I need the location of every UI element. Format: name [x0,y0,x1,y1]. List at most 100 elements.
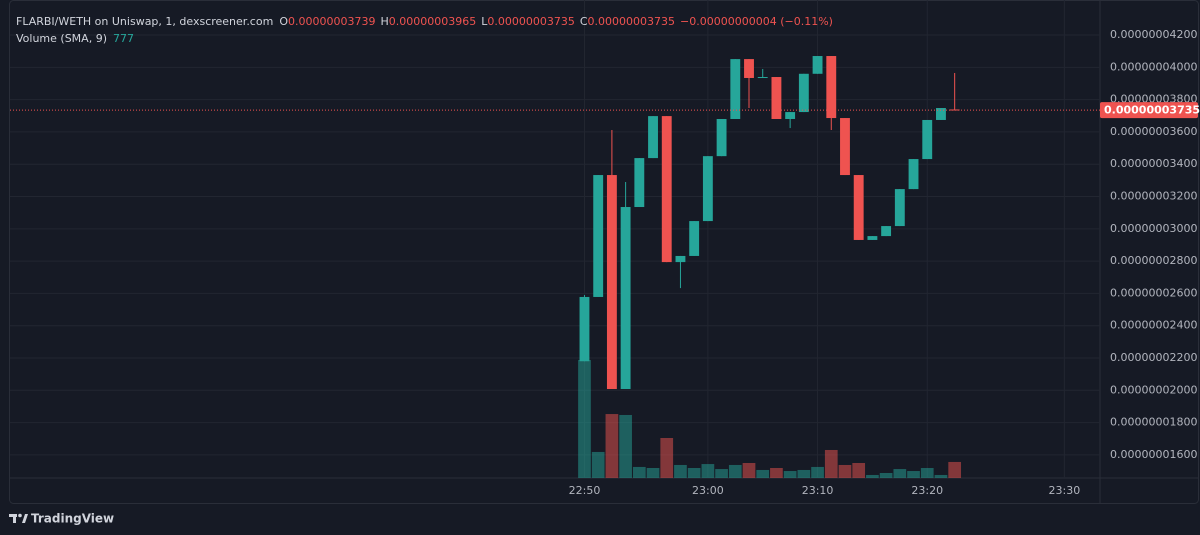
y-tick-label: 0.00000002000 [1110,383,1197,396]
candle-body [620,207,631,390]
x-tick-label: 22:50 [569,484,601,497]
ohlc-label: O [279,15,288,28]
volume-bar [879,473,893,478]
candle-body [812,56,823,74]
y-tick-label: 0.00000002200 [1110,351,1197,364]
ohlc-value: 0.00000003739 [288,15,375,28]
candle-body [853,175,864,240]
volume-bar [783,471,797,478]
candle-body [744,59,754,78]
candle-body [840,118,850,176]
y-tick-label: 0.00000003600 [1110,125,1197,138]
ohlc-value: 0.00000003735 [487,15,574,28]
y-tick-label: 0.00000001600 [1110,448,1197,461]
volume-bar [660,438,674,478]
volume-bar [907,471,920,478]
volume-bar [852,463,866,478]
volume-bar [920,468,934,478]
x-tick-label: 23:10 [802,484,834,497]
ohlc-label: C [580,15,588,28]
candle-body [881,226,892,237]
candle-body [606,175,617,390]
change: −0.00000000004 (−0.11%) [680,15,833,28]
volume-bar [934,474,948,478]
candle-body [894,189,905,227]
candle-body [826,56,837,119]
logo-part [18,513,22,518]
candle-body [593,175,604,297]
candle-body [689,221,700,256]
y-tick-label: 0.00000002800 [1110,254,1197,267]
candle-body [716,119,727,157]
candle-body [949,109,960,111]
candle-body [867,236,878,240]
brand: TradingView [31,512,114,526]
x-tick-label: 23:30 [1049,484,1081,497]
volume-bar [687,468,701,478]
candle-body [936,108,946,120]
candle-body [661,116,672,263]
y-tick-label: 0.00000002400 [1110,319,1197,332]
brand-logo [9,513,28,523]
volume-bar [715,469,728,478]
y-tick-label: 0.00000003400 [1110,157,1197,170]
ohlc-value: 0.00000003735 [588,15,675,28]
y-tick-label: 0.00000003000 [1110,222,1197,235]
volume-bar [605,414,619,478]
candle-body [675,255,686,263]
candle-body [579,296,590,362]
grid [10,0,1100,478]
volume-bar [591,451,605,478]
volume-sma: 777 [113,32,134,45]
candle-body [798,73,809,113]
volume-bar [728,464,742,478]
candle-body [785,112,796,120]
ohlc-value: 0.00000003965 [389,15,476,28]
candle-body [648,116,658,159]
volume-bar [824,449,838,478]
volume-legend: Volume (SMA, 9) 777 [16,32,134,45]
ohlc-label: H [380,15,388,28]
x-tick-label: 23:00 [692,484,724,497]
y-tick-label: 0.00000004000 [1110,60,1197,73]
plot [578,56,962,478]
volume-bar [632,466,646,478]
chart-frame [9,0,1199,504]
volume-bar [948,461,962,478]
volume-bar [797,469,811,478]
candle-body [757,77,768,79]
volume-bar [893,469,907,478]
volume-title: Volume (SMA, 9) [16,32,107,45]
legend-header: FLARBI/WETH on Uniswap, 1, dexscreener.c… [16,15,833,28]
volume-bar [770,468,783,478]
x-tick-label: 23:20 [911,484,943,497]
last-price-label: 0.00000003735 [1104,104,1200,117]
last-price-box [1100,102,1198,119]
volume-bar [646,468,660,478]
volume-bar [619,414,632,478]
ohlc: O0.00000003739 H0.00000003965 L0.000000037… [279,15,675,28]
candle-body [908,159,919,190]
candle-body [922,119,933,160]
candle-body [730,59,741,120]
logo-part [22,514,28,523]
y-tick-label: 0.00000003200 [1110,190,1197,203]
volume-bar [701,464,715,478]
candle-body [702,156,713,222]
y-tick-label: 0.00000004200 [1110,28,1197,41]
volume-bar [756,469,770,478]
chart-title: FLARBI/WETH on Uniswap, 1, dexscreener.c… [16,15,273,28]
volume-bar [578,359,591,478]
volume-bar [742,463,756,478]
volume-bar [838,464,852,478]
volume-bar [674,464,687,478]
y-tick-label: 0.00000002600 [1110,286,1197,299]
volume-bar [811,466,824,478]
candle-body [771,77,782,120]
ohlc-label: L [481,15,488,28]
y-tick-label: 0.00000001800 [1110,416,1197,429]
logo-part [13,514,16,523]
candle-body [634,158,645,208]
volume-bar [866,474,879,478]
